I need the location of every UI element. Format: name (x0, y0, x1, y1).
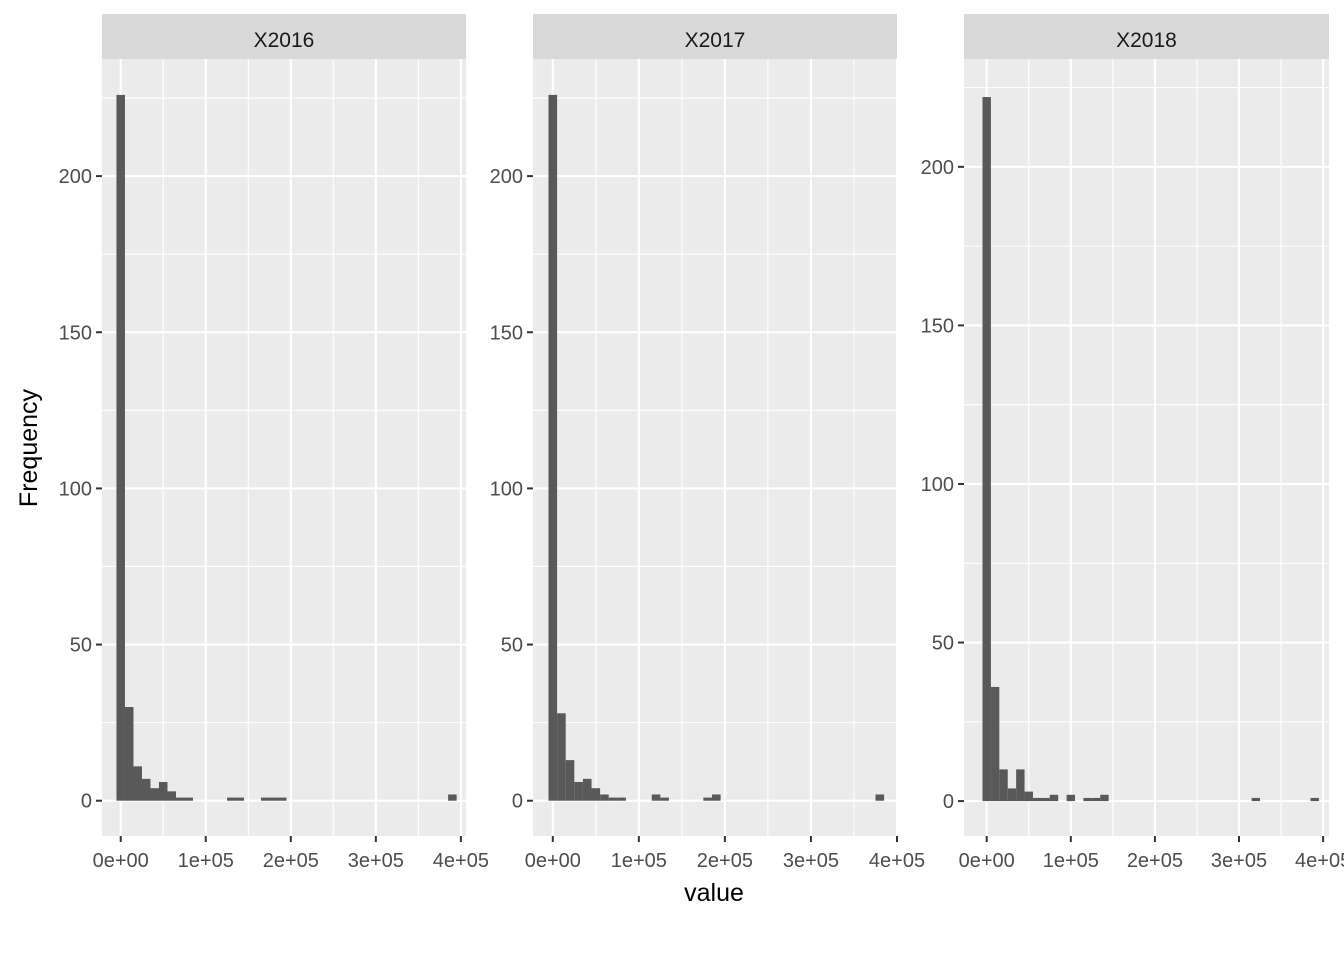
x-tick-label: 1e+05 (1043, 850, 1099, 872)
histogram-bar (1049, 794, 1059, 802)
histogram-bar (1083, 797, 1092, 802)
y-tick-label: 100 (59, 478, 92, 500)
facet-strip-label: X2016 (254, 29, 315, 52)
y-axis-title: Frequency (15, 388, 43, 507)
histogram-bar (999, 769, 1008, 802)
histogram-bar (660, 797, 669, 801)
x-tick-label: 0e+00 (93, 850, 149, 872)
histogram-bar (141, 778, 151, 801)
histogram-bar (133, 766, 142, 801)
x-tick-label: 0e+00 (525, 850, 581, 872)
histogram-bar (1032, 797, 1042, 802)
histogram-bar (548, 94, 558, 801)
y-tick-label: 0 (943, 791, 954, 813)
facet-strip (964, 14, 1329, 59)
histogram-bar (1016, 769, 1025, 802)
x-tick-label: 2e+05 (697, 850, 753, 872)
x-tick-label: 1e+05 (611, 850, 667, 872)
histogram-bar (235, 797, 245, 801)
histogram-bar (150, 788, 159, 801)
y-tick-label: 150 (59, 322, 92, 344)
histogram-bar (1251, 797, 1261, 802)
histogram-bar (600, 794, 609, 801)
x-tick-label: 3e+05 (348, 850, 404, 872)
facet-strip (533, 14, 897, 59)
histogram-bar (1024, 791, 1033, 802)
panel-background (964, 59, 1329, 836)
histogram-bar (1007, 788, 1017, 802)
histogram-bar (990, 686, 1000, 802)
histogram-bar (175, 797, 185, 801)
histogram-bar (184, 797, 193, 801)
y-tick-label: 50 (501, 635, 523, 657)
histogram-bar (158, 781, 168, 801)
y-tick-label: 200 (59, 166, 92, 188)
x-axis-title: value (684, 879, 744, 907)
histogram-bar (116, 94, 125, 801)
facet-panels: X2016 0e+00 1e+05 2e+05 3e+05 4e+05 0 50 100 150 2… (59, 14, 1344, 872)
histogram-bar (582, 778, 592, 801)
panel-background (533, 59, 897, 836)
histogram-bar (591, 788, 601, 801)
panel-background (102, 59, 466, 836)
histogram-bar (1091, 797, 1101, 802)
histogram-bar (278, 797, 287, 801)
x-tick-label: 4e+05 (1295, 850, 1344, 872)
facet-strip-label: X2017 (685, 29, 746, 52)
histogram-bar (608, 797, 618, 801)
y-tick-label: 150 (921, 315, 954, 337)
histogram-bar (651, 794, 661, 801)
histogram-bar (703, 797, 712, 801)
y-tick-label: 100 (921, 474, 954, 496)
histogram-bar (711, 794, 721, 801)
histogram-bar (167, 791, 176, 801)
x-tick-label: 3e+05 (783, 850, 839, 872)
x-tick-label: 2e+05 (1127, 850, 1183, 872)
y-tick-label: 200 (921, 157, 954, 179)
histogram-bar (227, 797, 236, 801)
x-tick-label: 0e+00 (959, 850, 1015, 872)
histogram-bar (557, 713, 566, 801)
histogram-bar (1041, 797, 1050, 802)
facet-panel: X2018 0e+00 1e+05 2e+05 3e+05 4e+05 0 50 100 150 2… (921, 14, 1344, 872)
facet-panel: X2017 0e+00 1e+05 2e+05 3e+05 4e+05 0 50 100 150 2… (490, 14, 925, 872)
histogram-bar (875, 794, 885, 801)
histogram-bar (565, 760, 575, 801)
y-tick-label: 0 (512, 791, 523, 813)
y-tick-label: 200 (490, 166, 523, 188)
histogram-bar (261, 797, 270, 801)
histogram-bar (1100, 794, 1109, 802)
histogram-bar (1310, 797, 1319, 802)
x-tick-label: 4e+05 (869, 850, 925, 872)
x-tick-label: 3e+05 (1211, 850, 1267, 872)
histogram-bar (617, 797, 626, 801)
x-tick-label: 1e+05 (178, 850, 234, 872)
y-tick-label: 150 (490, 322, 523, 344)
y-tick-label: 50 (70, 635, 92, 657)
histogram-bar (982, 97, 991, 802)
y-tick-label: 0 (81, 791, 92, 813)
histogram-bar (124, 707, 134, 801)
histogram-bar (269, 797, 279, 801)
histogram-bar (1066, 794, 1076, 802)
y-tick-label: 50 (932, 633, 954, 655)
x-tick-label: 4e+05 (433, 850, 489, 872)
x-tick-label: 2e+05 (263, 850, 319, 872)
y-tick-label: 100 (490, 478, 523, 500)
facet-strip-label: X2018 (1116, 29, 1177, 52)
facet-strip (102, 14, 466, 59)
histogram-bar (448, 794, 457, 801)
facet-panel: X2016 0e+00 1e+05 2e+05 3e+05 4e+05 0 50 100 150 2… (59, 14, 489, 872)
histogram-bar (574, 781, 583, 801)
